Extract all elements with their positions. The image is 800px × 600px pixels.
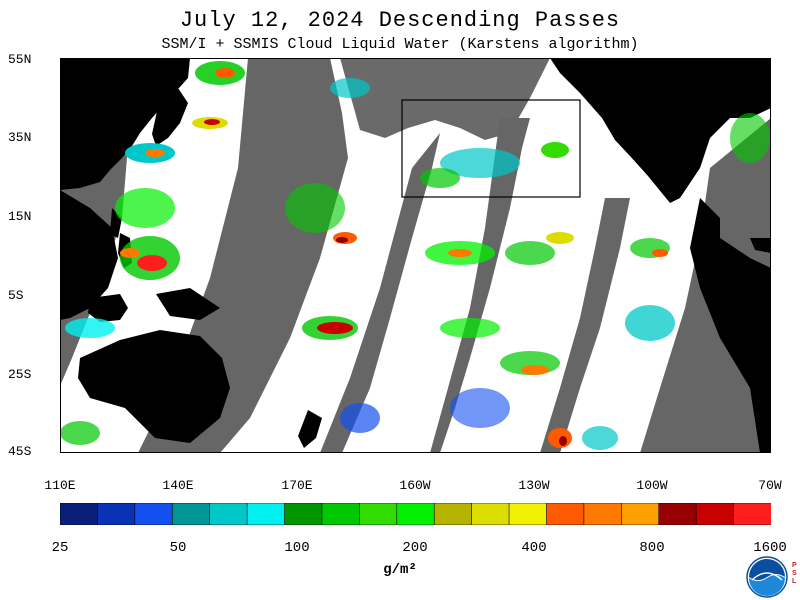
cloud-patch bbox=[546, 232, 574, 244]
cloud-patch bbox=[137, 255, 167, 271]
color-scale-tick: 1600 bbox=[753, 540, 787, 556]
color-scale-swatch bbox=[583, 503, 623, 525]
cloud-patch bbox=[285, 183, 345, 233]
color-scale-swatch bbox=[546, 503, 585, 525]
color-scale-tick: 100 bbox=[284, 540, 310, 556]
color-scale-tick: 400 bbox=[521, 540, 547, 556]
cloud-patch bbox=[65, 318, 115, 338]
color-scale-swatch bbox=[695, 503, 735, 525]
land-asia bbox=[60, 58, 190, 190]
cloud-patch bbox=[582, 426, 618, 450]
lon-label: 140E bbox=[162, 478, 194, 493]
cloud-patch bbox=[521, 365, 549, 375]
lat-label: 25S bbox=[8, 367, 32, 382]
color-scale-tick: 200 bbox=[402, 540, 428, 556]
color-scale-swatch bbox=[60, 503, 99, 525]
land bbox=[60, 58, 771, 453]
cloud-patch bbox=[559, 436, 567, 446]
color-scale-tick: 50 bbox=[169, 540, 187, 556]
color-scale-swatch bbox=[321, 503, 361, 525]
lon-label: 110E bbox=[44, 478, 76, 493]
cloud-patch bbox=[652, 249, 668, 257]
cloud-patch bbox=[115, 188, 175, 228]
land-borneo bbox=[88, 294, 128, 322]
color-scale-swatch bbox=[396, 503, 436, 525]
color-scale-swatch bbox=[359, 503, 398, 525]
lon-label: 70W bbox=[758, 478, 782, 493]
lat-label: 5S bbox=[8, 288, 24, 303]
swath-gap-2 bbox=[320, 133, 440, 453]
color-scale-swatch bbox=[134, 503, 174, 525]
color-scale-tick: 25 bbox=[51, 540, 69, 556]
cloud-patch bbox=[625, 305, 675, 341]
color-scale-bar bbox=[60, 503, 771, 525]
cloud-patch bbox=[505, 241, 555, 265]
cloud-patch bbox=[420, 168, 460, 188]
lon-label: 160W bbox=[399, 478, 431, 493]
cloud-patch bbox=[60, 421, 100, 445]
land-southeast-asia bbox=[60, 190, 118, 320]
lon-label: 170E bbox=[281, 478, 313, 493]
map-subtitle: SSM/I + SSMIS Cloud Liquid Water (Karste… bbox=[161, 36, 639, 53]
cloud-patch bbox=[340, 403, 380, 433]
color-scale-swatch bbox=[508, 503, 548, 525]
lon-label: 130W bbox=[518, 478, 550, 493]
land-japan bbox=[152, 88, 188, 146]
cloud-patch bbox=[204, 119, 220, 125]
cloud-patch bbox=[145, 149, 165, 157]
color-scale-swatch bbox=[284, 503, 323, 525]
map-title: July 12, 2024 Descending Passes bbox=[179, 8, 621, 33]
land-central-south-america bbox=[690, 198, 771, 453]
color-scale-swatch bbox=[471, 503, 510, 525]
cloud-patch bbox=[336, 237, 348, 243]
map-frame bbox=[60, 58, 771, 453]
lat-label: 45S bbox=[8, 444, 32, 459]
cloud-liquid-water-map bbox=[60, 58, 771, 453]
color-scale-swatch bbox=[171, 503, 211, 525]
lon-label: 100W bbox=[636, 478, 668, 493]
land-australia bbox=[78, 330, 230, 443]
land-caribbean bbox=[750, 238, 771, 253]
lat-label: 35N bbox=[8, 130, 32, 145]
cloud-patch bbox=[120, 248, 140, 258]
color-scale-tick: 800 bbox=[639, 540, 665, 556]
cloud-patch bbox=[215, 68, 235, 78]
swath-gap-3 bbox=[430, 118, 530, 453]
land-new-guinea bbox=[156, 288, 220, 320]
swath-gap-north bbox=[340, 58, 550, 140]
color-scale-swatch bbox=[433, 503, 473, 525]
cloud-patch bbox=[448, 249, 472, 257]
region-box bbox=[401, 99, 581, 198]
cloud-patch bbox=[330, 78, 370, 98]
cloud-patch bbox=[730, 113, 770, 163]
land-north-america bbox=[550, 58, 771, 203]
color-scale-swatch bbox=[621, 503, 660, 525]
color-scale-swatch bbox=[246, 503, 286, 525]
cloud-patch bbox=[450, 388, 510, 428]
cloud-patch bbox=[541, 142, 569, 158]
land-new-zealand bbox=[298, 410, 322, 448]
units-label: g/m² bbox=[383, 562, 417, 578]
cloud-patches bbox=[60, 61, 770, 450]
color-scale-swatch bbox=[658, 503, 697, 525]
lat-label: 55N bbox=[8, 52, 32, 67]
cloud-patch bbox=[440, 318, 500, 338]
noaa-logo bbox=[746, 556, 788, 598]
lat-label: 15N bbox=[8, 209, 32, 224]
color-scale-swatch bbox=[209, 503, 248, 525]
swath-gap-4 bbox=[540, 198, 630, 453]
cloud-patch bbox=[440, 148, 520, 178]
cloud-patch bbox=[317, 322, 353, 334]
color-scale-swatch bbox=[97, 503, 136, 525]
color-scale-swatch bbox=[733, 503, 771, 525]
